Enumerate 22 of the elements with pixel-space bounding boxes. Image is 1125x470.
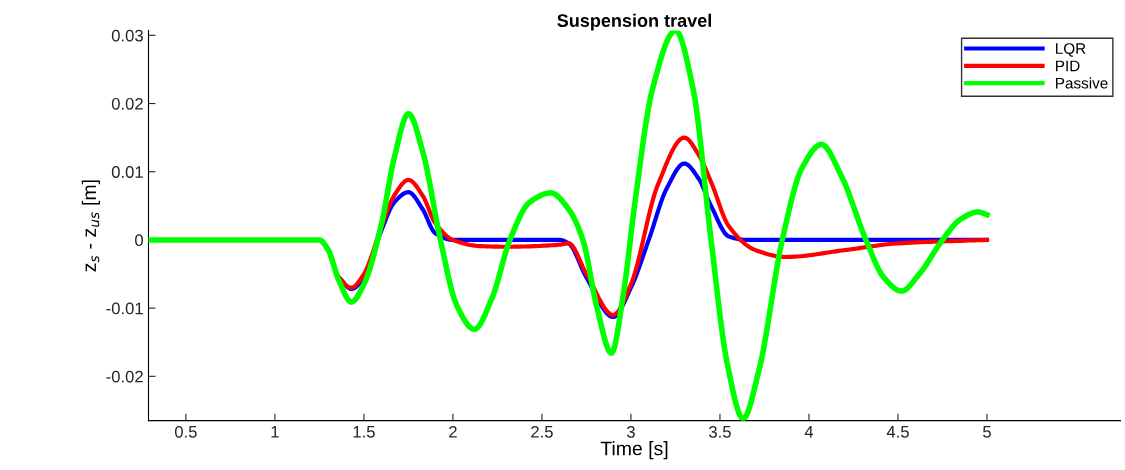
x-tick-label: 4 xyxy=(804,426,814,438)
y-tick-label: 0 xyxy=(135,234,143,247)
y-tick-label: 0.02 xyxy=(111,97,143,110)
x-tick-label: 4.5 xyxy=(886,426,909,438)
legend-label: LQR xyxy=(1056,43,1086,57)
x-tick-label: 2.5 xyxy=(531,425,553,438)
x-tick-label: 5 xyxy=(983,426,991,438)
x-axis-title: Time [s] xyxy=(600,441,668,460)
x-tick-label: 3.5 xyxy=(709,425,731,438)
y-axis-title: z$_{s}$ - z$_{us}$ [m] xyxy=(81,180,100,272)
x-tick-label: 1.5 xyxy=(353,426,375,438)
y-tick-label: 0.01 xyxy=(111,166,143,178)
legend-label: PID xyxy=(1056,60,1080,72)
legend-label: Passive xyxy=(1056,77,1108,89)
x-tick-label: 1 xyxy=(271,426,279,438)
x-tick-label: 0.5 xyxy=(174,425,197,438)
x-tick-label: 2 xyxy=(449,425,457,438)
y-tick-label: 0.03 xyxy=(111,29,143,42)
chart-title: Suspension travel xyxy=(557,13,711,31)
y-tick-label: -0.02 xyxy=(106,370,143,383)
y-tick-label: -0.01 xyxy=(106,302,143,315)
x-tick-label: 3 xyxy=(626,425,635,438)
